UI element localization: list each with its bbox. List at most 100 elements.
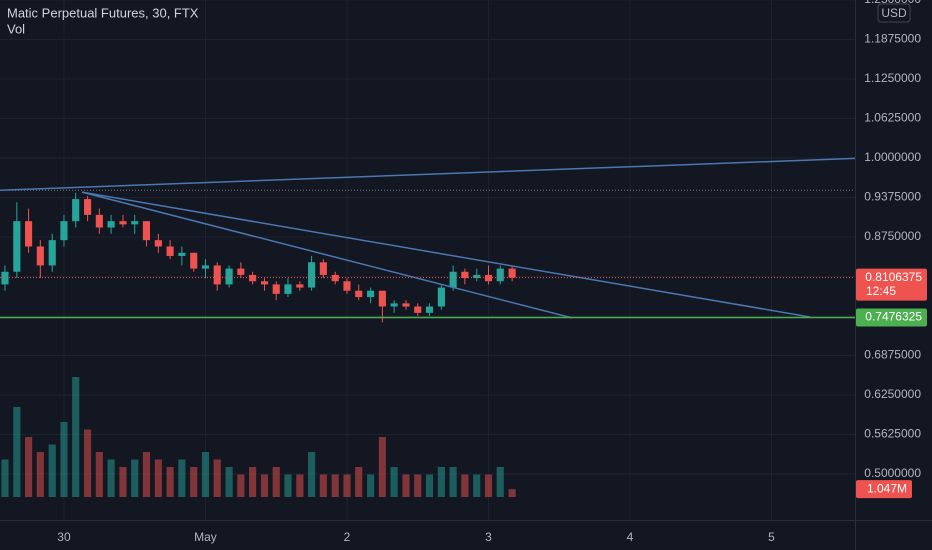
candle-body xyxy=(72,199,80,222)
x-tick-label: 3 xyxy=(485,530,492,544)
volume-bar xyxy=(72,377,80,497)
trendline xyxy=(81,191,811,318)
candle-body xyxy=(484,274,493,282)
volume-bar xyxy=(119,467,127,497)
volume-bar xyxy=(331,474,339,497)
volume-bar xyxy=(390,467,398,497)
y-tick-label: 0.5625000 xyxy=(864,427,921,441)
volume-title: Vol xyxy=(7,21,25,36)
candle-body xyxy=(284,284,292,294)
volume-bar xyxy=(437,467,445,497)
y-tick-label: 0.9375000 xyxy=(864,190,921,204)
volume-label: 1.047M xyxy=(867,481,907,495)
volume-bar xyxy=(284,474,292,497)
candle-body xyxy=(178,252,186,256)
candle-body xyxy=(213,265,221,285)
x-tick-label: 4 xyxy=(627,530,634,544)
candle-body xyxy=(272,284,280,294)
volume-bar xyxy=(48,444,56,497)
volume-bar xyxy=(142,452,151,497)
volume-bar xyxy=(13,407,21,497)
last-price-tag xyxy=(856,268,927,301)
volume-bar xyxy=(249,467,257,497)
volume-bar xyxy=(190,467,198,497)
candle-body xyxy=(36,246,44,266)
volume-bar xyxy=(260,474,269,497)
y-tick-label: 0.6875000 xyxy=(864,348,921,362)
candle-body xyxy=(425,306,434,313)
candle-body xyxy=(461,271,469,279)
volume-bar xyxy=(496,467,504,497)
volume-bar xyxy=(355,467,363,497)
y-tick-label: 0.5000000 xyxy=(864,466,921,480)
x-tick-label: 2 xyxy=(344,530,351,544)
volume-bar xyxy=(1,459,9,497)
candle-body xyxy=(154,240,162,247)
candle-body xyxy=(237,268,245,275)
volume-bar xyxy=(449,467,457,497)
volume-bar xyxy=(296,474,304,497)
y-tick-label: 0.6250000 xyxy=(864,387,921,401)
volume-bar xyxy=(201,452,210,497)
volume-bar xyxy=(425,474,434,497)
volume-bar xyxy=(343,474,351,497)
candle-body xyxy=(449,271,457,288)
volume-bar xyxy=(484,474,493,497)
volume-bar xyxy=(319,474,327,497)
volume-bar xyxy=(25,437,33,497)
chart-title: Matic Perpetual Futures, 30, FTX xyxy=(7,5,199,20)
candle-body xyxy=(367,290,375,298)
candle-body xyxy=(378,290,386,307)
candle-body xyxy=(201,265,210,269)
x-tick-label: 5 xyxy=(768,530,775,544)
candle-body xyxy=(60,221,68,241)
candle-body xyxy=(131,221,139,225)
y-tick-label: 1.0625000 xyxy=(864,111,921,125)
countdown: 12:45 xyxy=(866,284,896,298)
candle-body xyxy=(508,268,516,278)
candle-body xyxy=(142,221,151,241)
candle-body xyxy=(331,274,339,282)
x-tick-label: May xyxy=(194,530,217,544)
candle-body xyxy=(107,221,115,228)
candle-body xyxy=(119,221,127,225)
volume-bar xyxy=(178,459,186,497)
volume-bar xyxy=(508,489,516,497)
candle-body xyxy=(308,262,316,288)
currency-box[interactable] xyxy=(877,3,911,23)
candle-body xyxy=(95,214,103,228)
volume-bar xyxy=(154,459,162,497)
candle-body xyxy=(414,306,422,313)
candle-body xyxy=(319,262,327,275)
candle-body xyxy=(496,268,504,282)
volume-bar xyxy=(414,474,422,497)
candle-body xyxy=(25,221,33,247)
y-tick-label: 1.1875000 xyxy=(864,32,921,46)
candle-body xyxy=(343,281,351,291)
volume-bar xyxy=(131,459,139,497)
candle-body xyxy=(402,303,410,307)
volume-tag xyxy=(856,480,912,499)
volume-bar xyxy=(84,429,92,497)
candle-body xyxy=(225,268,233,285)
volume-bar xyxy=(378,437,386,497)
volume-bar xyxy=(225,467,233,497)
volume-bar xyxy=(402,474,410,497)
candle-body xyxy=(48,240,56,266)
candle-body xyxy=(296,284,304,288)
volume-bar xyxy=(95,452,103,497)
trendline xyxy=(0,157,856,191)
candle-body xyxy=(84,199,92,215)
volume-bar xyxy=(60,422,68,497)
volume-bar xyxy=(36,452,44,497)
candle-body xyxy=(437,287,445,307)
candle-body xyxy=(1,271,9,285)
volume-bar xyxy=(166,467,174,497)
currency[interactable]: USD xyxy=(881,6,907,20)
y-tick-label: 1.0000000 xyxy=(864,150,921,164)
hline-label: 0.7476325 xyxy=(865,310,922,324)
candle-body xyxy=(260,281,269,285)
x-tick-label: 30 xyxy=(57,530,71,544)
